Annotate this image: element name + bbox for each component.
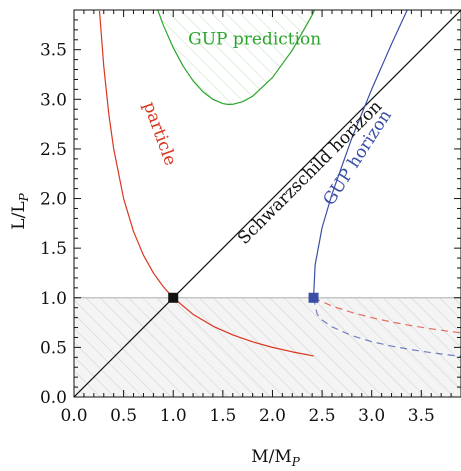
y-tick-label: 3.5: [40, 41, 67, 61]
x-tick-label: 1.5: [209, 406, 236, 426]
x-tick-label: 2.5: [309, 406, 336, 426]
marker-point-2: [308, 292, 319, 303]
series-gup-prediction: [157, 10, 316, 105]
y-tick-label: 0.5: [40, 338, 67, 358]
series-particle-continued: [313, 297, 461, 334]
schwarzschild-horizon-label: Schwarzschild horizon: [234, 97, 386, 249]
x-tick-label: 3.5: [408, 406, 435, 426]
series-gup-horizon-continued: [312, 297, 461, 357]
y-tick-label: 2.0: [40, 190, 67, 210]
y-tick-label: 0.0: [40, 388, 67, 408]
x-axis-label-sub: P: [291, 455, 301, 469]
series-particle: [98, 10, 314, 357]
plot-area: [74, 10, 461, 397]
x-tick-label: 1.0: [160, 406, 187, 426]
y-tick-label: 2.5: [40, 140, 67, 160]
axes-frame: [73, 9, 461, 398]
gup-prediction-region: [157, 10, 315, 105]
marker-point-1: [168, 292, 179, 303]
x-tick-label: 3.0: [358, 406, 385, 426]
x-axis-label: M/MP: [251, 447, 301, 469]
y-axis-label-sub: P: [17, 192, 31, 202]
y-tick-label: 3.0: [40, 90, 67, 110]
y-axis-label: L/LP: [9, 192, 31, 229]
x-tick-label: 0.0: [60, 406, 87, 426]
series-schwarzschild: [74, 10, 461, 397]
gup-prediction-label: GUP prediction: [188, 30, 321, 50]
x-tick-label: 0.5: [110, 406, 137, 426]
x-tick-label: 2.0: [259, 406, 286, 426]
y-tick-label: 1.5: [40, 239, 67, 259]
x-axis-label-main: M/M: [251, 447, 292, 467]
planck-region-hatch: [74, 297, 461, 397]
y-tick-label: 1.0: [40, 289, 67, 309]
y-axis-label-main: L/L: [9, 201, 29, 229]
series-gup-horizon: [312, 10, 408, 298]
particle-label: particle: [139, 99, 181, 168]
